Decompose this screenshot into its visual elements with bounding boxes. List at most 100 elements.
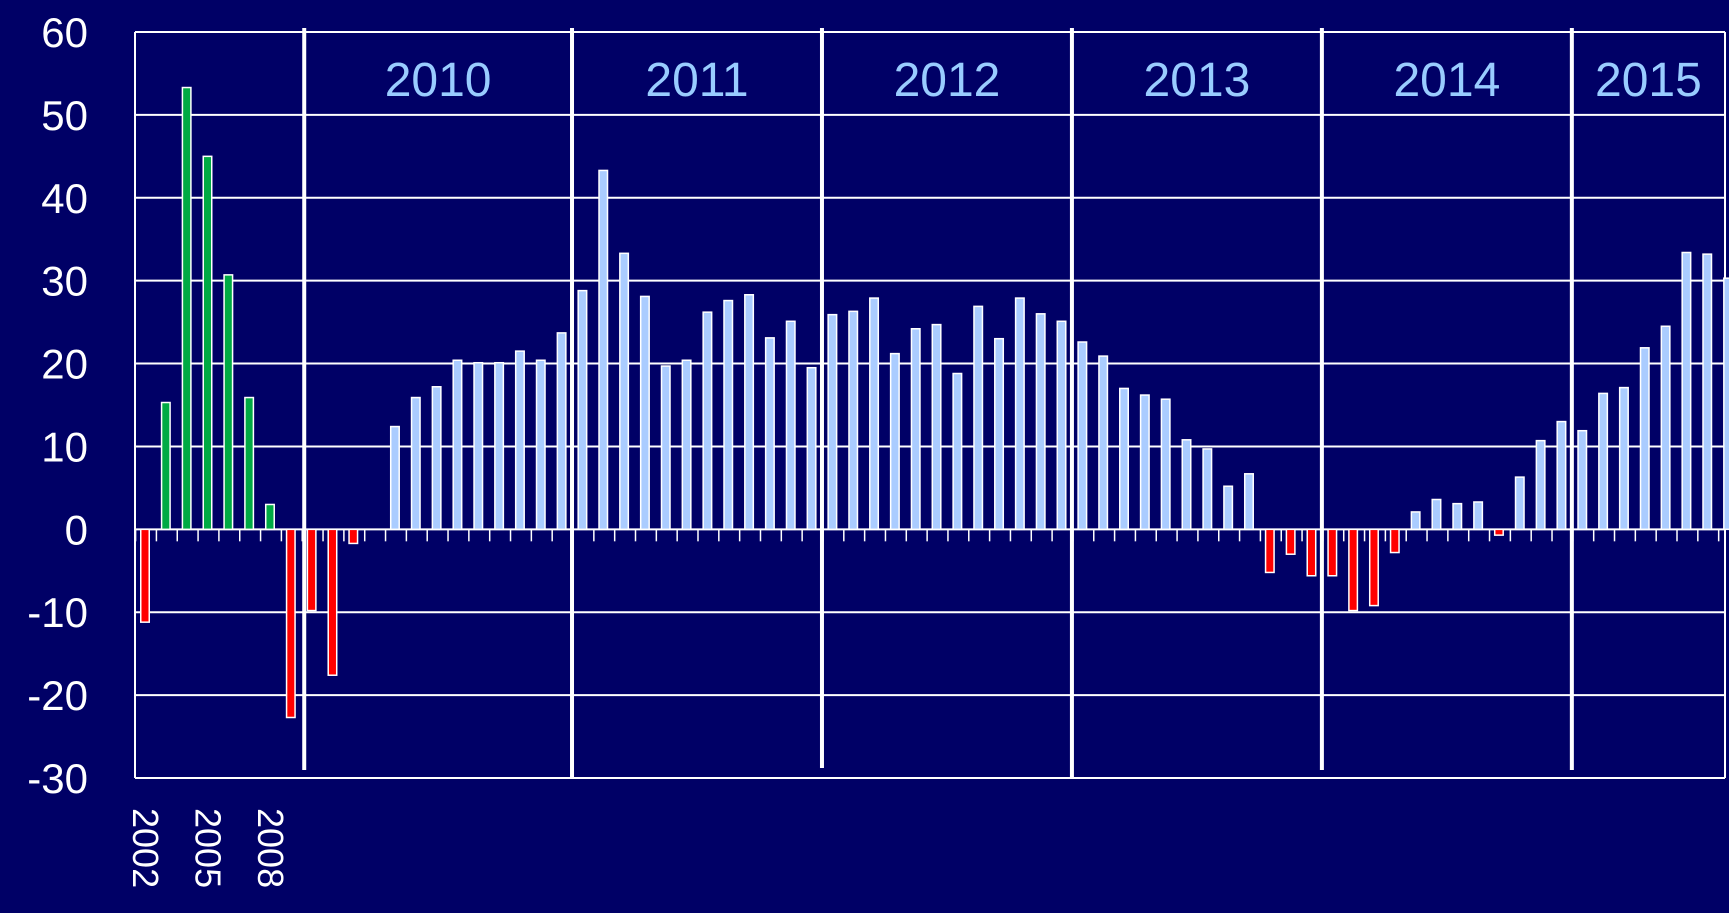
bar (431, 386, 442, 531)
bar (1160, 398, 1171, 531)
bar (723, 299, 734, 531)
bar (1139, 394, 1150, 531)
bar (1535, 439, 1546, 531)
bar (1368, 528, 1379, 607)
bar (827, 313, 838, 531)
bar (1702, 253, 1713, 531)
bar (223, 274, 234, 531)
bar (1035, 313, 1046, 531)
bar (264, 503, 275, 531)
bar (556, 332, 567, 531)
bar (1473, 501, 1484, 531)
bar (744, 294, 755, 531)
bar (140, 528, 150, 623)
bar (1098, 355, 1109, 531)
y-tick-label: -20 (27, 672, 88, 719)
year-label: 2015 (1595, 54, 1702, 107)
bars (140, 86, 1729, 719)
bar (494, 361, 505, 531)
bar (1389, 528, 1400, 554)
bar (1618, 386, 1629, 531)
bar (1306, 528, 1317, 577)
bar (1452, 502, 1463, 531)
year-label: 2013 (1144, 54, 1251, 107)
y-tick-label: 50 (41, 92, 88, 139)
bar (1514, 476, 1525, 531)
bar (1598, 392, 1609, 531)
y-tick-label: 60 (41, 9, 88, 56)
bar (869, 297, 880, 531)
bar (1119, 387, 1130, 531)
bar (577, 289, 588, 531)
bar (1723, 277, 1729, 531)
bar (348, 528, 359, 545)
bar (1410, 511, 1421, 531)
x-tick-label: 2008 (250, 808, 291, 888)
bar (619, 252, 630, 531)
bar (702, 311, 713, 531)
bar (1577, 429, 1588, 531)
bar (1660, 325, 1671, 531)
y-tick-label: -30 (27, 755, 88, 802)
bar (1327, 528, 1338, 577)
bar (285, 528, 296, 719)
bar (202, 155, 213, 531)
bar (931, 323, 942, 531)
bar (327, 528, 338, 676)
bar (681, 359, 692, 531)
bar (1077, 341, 1088, 531)
bar (1223, 485, 1234, 531)
bar (1181, 439, 1192, 531)
x-tick-label: 2005 (187, 808, 228, 888)
bar (910, 327, 921, 531)
x-tick-label: 2002 (125, 808, 166, 888)
bar (1056, 320, 1067, 531)
bar (306, 528, 317, 612)
y-tick-label: 30 (41, 258, 88, 305)
bar (806, 366, 817, 531)
bar (1493, 528, 1504, 536)
bar (389, 425, 400, 531)
year-labels: 2010 2011 2012 2013 2014 2015 (385, 54, 1702, 107)
bar (889, 352, 900, 531)
y-tick-label: -10 (27, 589, 88, 636)
grid-lines (134, 31, 1726, 779)
bar (1681, 251, 1692, 531)
bar (244, 396, 255, 531)
y-tick-label: 10 (41, 423, 88, 470)
y-axis: -30 -20 -10 0 10 20 30 40 50 60 (27, 9, 88, 802)
bar (452, 359, 463, 531)
bar (639, 295, 650, 531)
bar (848, 310, 859, 531)
bar (1264, 528, 1275, 574)
bar (160, 401, 171, 531)
bar (1202, 448, 1213, 531)
bar (785, 320, 796, 531)
year-label: 2014 (1393, 54, 1500, 107)
x-axis-labels: 2002 2005 2008 (125, 808, 291, 888)
y-tick-label: 20 (41, 341, 88, 388)
bar (1431, 498, 1442, 531)
bar (181, 86, 192, 531)
bar (764, 337, 775, 531)
bar (1348, 528, 1359, 612)
year-label: 2010 (385, 54, 492, 107)
bar (952, 372, 963, 531)
bar (598, 169, 609, 531)
bar (1556, 420, 1567, 531)
bar (1639, 347, 1650, 531)
y-tick-label: 40 (41, 175, 88, 222)
bar (660, 365, 671, 531)
year-separators (302, 28, 1574, 778)
bar (973, 305, 984, 531)
bar (410, 396, 421, 531)
y-tick-label: 0 (65, 506, 88, 553)
year-label: 2011 (645, 54, 748, 107)
bar (473, 361, 484, 531)
bar (1243, 473, 1254, 531)
bar (535, 359, 546, 531)
bar (994, 337, 1005, 531)
bar (1014, 297, 1025, 531)
